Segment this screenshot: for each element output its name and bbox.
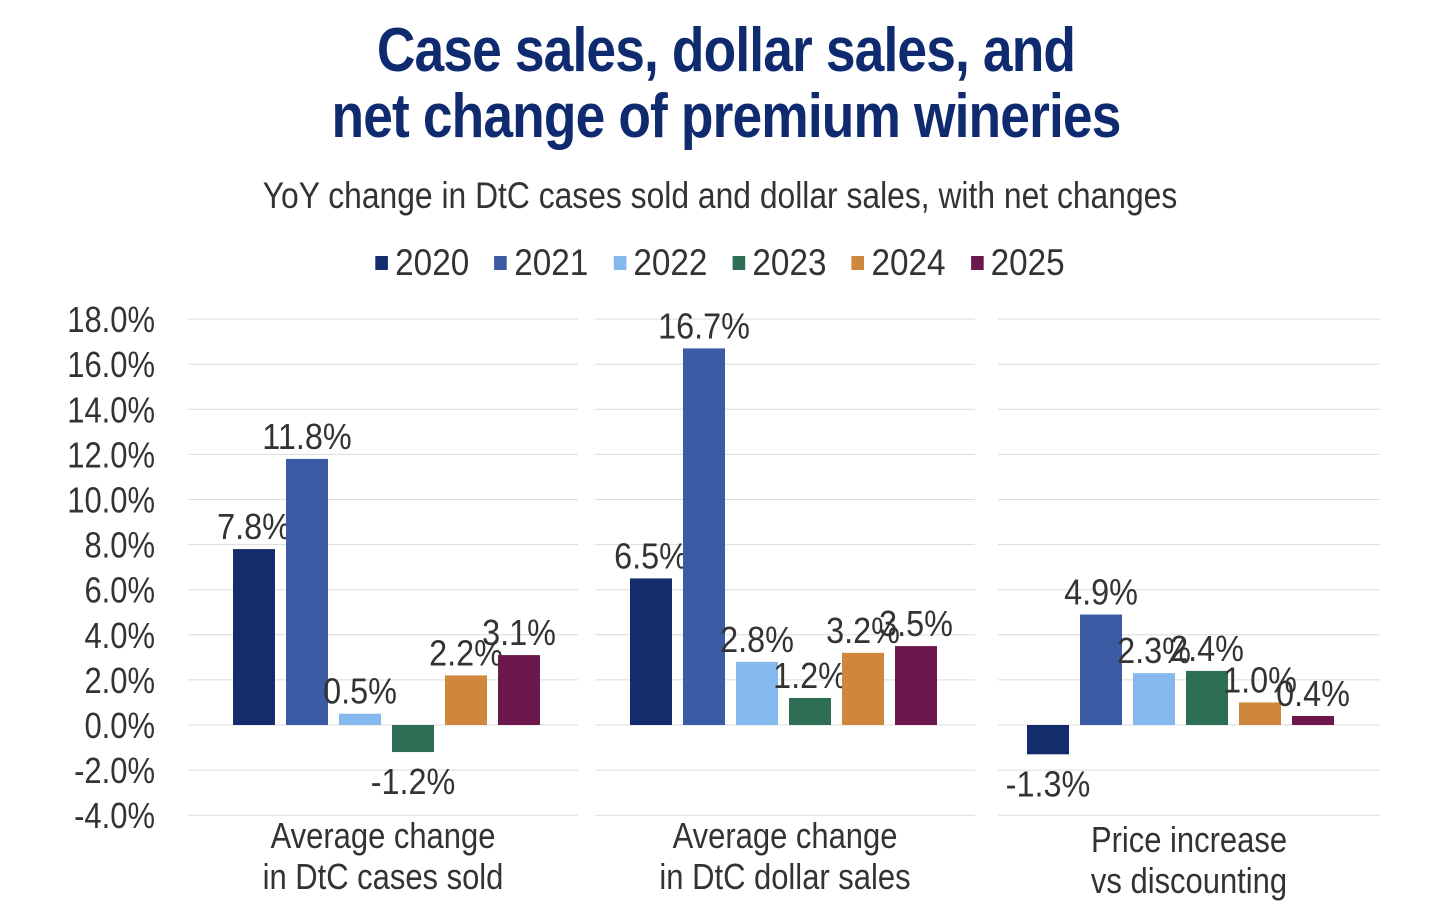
legend-label-2024: 2024	[871, 242, 946, 283]
legend-item-2020: 2020	[375, 242, 469, 284]
category-label-1: Average change	[271, 817, 496, 857]
legend-swatch-2021	[494, 256, 508, 270]
data-label-2025-category-2: 3.5%	[879, 605, 953, 645]
chart-title-line-2: net change of premium wineries	[331, 82, 1122, 151]
data-label-2021-category-2: 16.7%	[658, 307, 750, 347]
legend-swatch-2025	[970, 256, 984, 270]
legend-label-2021: 2021	[514, 242, 589, 283]
data-label-2022-category-3: 2.3%	[1117, 632, 1191, 672]
data-label-2024-category-3: 1.0%	[1223, 661, 1297, 701]
chart-subtitle: YoY change in DtC cases sold and dollar …	[262, 175, 1178, 216]
y-tick-label: 4.0%	[84, 617, 155, 657]
category-label-2: Average change	[673, 817, 898, 857]
data-label-2024-category-2: 3.2%	[826, 611, 900, 651]
y-tick-label: 8.0%	[84, 527, 155, 567]
legend-item-2022: 2022	[613, 242, 708, 284]
data-label-2025-category-3: 0.4%	[1276, 674, 1350, 714]
data-label-2023-category-1: -1.2%	[371, 763, 456, 803]
chart-title-line-1: Case sales, dollar sales, and	[376, 16, 1076, 85]
bar-2024-category-2	[842, 652, 884, 725]
category-label-2: in DtC dollar sales	[659, 858, 910, 898]
bar-2024-category-3	[1239, 702, 1281, 725]
data-label-2021-category-3: 4.9%	[1064, 573, 1138, 613]
bar-2025-category-2	[895, 646, 937, 725]
legend-swatch-2022	[613, 256, 627, 270]
data-label-2022-category-2: 2.8%	[720, 620, 794, 660]
y-tick-label: -4.0%	[74, 797, 155, 837]
bar-2020-category-1	[233, 549, 275, 725]
legend-swatch-2024	[851, 256, 865, 270]
data-label-2025-category-1: 3.1%	[482, 614, 556, 654]
bar-2020-category-2	[630, 578, 672, 725]
bar-2021-category-2	[683, 348, 725, 725]
category-label-3: vs discounting	[1091, 862, 1287, 902]
y-tick-label: 18.0%	[67, 301, 155, 341]
chart-title: Case sales, dollar sales, and net change…	[102, 18, 1351, 150]
data-label-2023-category-2: 1.2%	[773, 656, 847, 696]
y-tick-label: 16.0%	[67, 346, 155, 386]
legend-swatch-2020	[375, 256, 388, 270]
category-label-3: Price increase	[1091, 821, 1287, 861]
bar-2021-category-1	[286, 458, 328, 725]
legend-item-2024: 2024	[851, 242, 946, 284]
bar-2020-category-3	[1027, 725, 1069, 755]
legend-label-2025: 2025	[990, 242, 1065, 283]
legend-item-2021: 2021	[494, 242, 588, 284]
data-label-2023-category-3: 2.4%	[1170, 629, 1244, 669]
data-label-2024-category-1: 2.2%	[429, 634, 503, 674]
data-label-2021-category-1: 11.8%	[262, 417, 351, 457]
legend: 2020 2021 2022 2023 2024 2025	[72, 240, 1368, 286]
y-tick-label: 6.0%	[84, 572, 155, 612]
legend-item-2025: 2025	[970, 242, 1065, 284]
y-tick-label: 14.0%	[67, 391, 155, 431]
y-tick-label: 10.0%	[67, 481, 155, 521]
y-tick-label: 0.0%	[84, 707, 155, 747]
y-tick-label: 2.0%	[84, 662, 155, 702]
legend-label-2022: 2022	[633, 242, 708, 283]
bar-2024-category-1	[445, 675, 487, 725]
bar-2023-category-1	[392, 725, 434, 753]
legend-item-2023: 2023	[732, 242, 827, 284]
legend-label-2020: 2020	[395, 242, 470, 283]
data-label-2020-category-2: 6.5%	[614, 537, 688, 577]
bar-2025-category-3	[1292, 715, 1334, 725]
bar-2021-category-3	[1080, 614, 1122, 725]
y-tick-label: -2.0%	[74, 752, 155, 792]
category-label-1: in DtC cases sold	[263, 858, 504, 898]
data-label-2020-category-1: 7.8%	[217, 508, 291, 548]
bar-2022-category-3	[1133, 673, 1175, 725]
bar-2023-category-3	[1186, 670, 1228, 725]
y-tick-label: 12.0%	[67, 436, 155, 476]
legend-label-2023: 2023	[752, 242, 827, 283]
bar-2023-category-2	[789, 697, 831, 725]
data-label-2020-category-3: -1.3%	[1006, 765, 1091, 805]
bar-2022-category-2	[736, 661, 778, 725]
bar-2022-category-1	[339, 713, 381, 725]
legend-swatch-2023	[732, 256, 746, 270]
data-label-2022-category-1: 0.5%	[323, 672, 397, 712]
bar-2025-category-1	[498, 655, 540, 725]
